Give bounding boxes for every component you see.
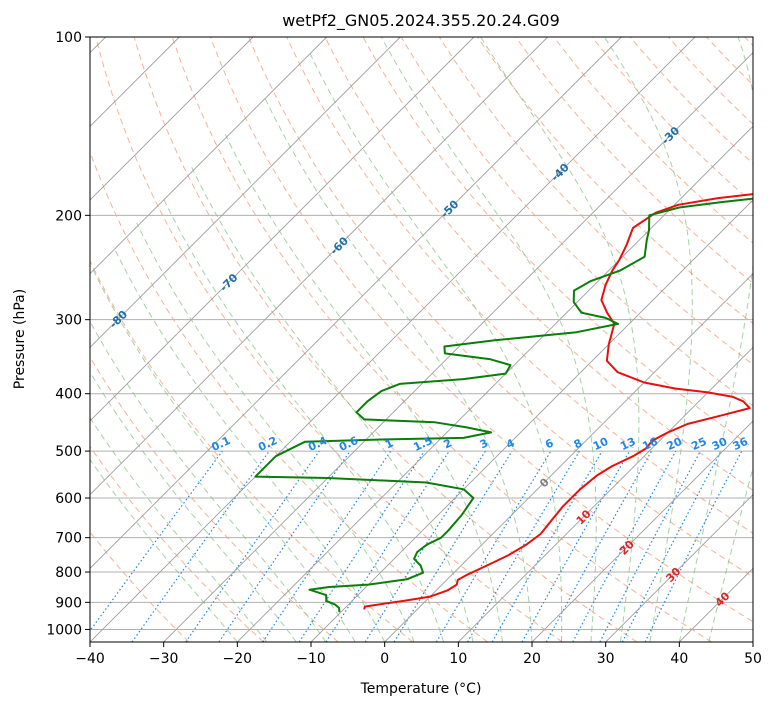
x-tick-label: 10 — [449, 651, 467, 667]
y-tick-label: 1000 — [46, 622, 82, 638]
mixing-ratio-line — [218, 450, 351, 642]
moist-adiabat-line — [90, 320, 327, 642]
y-tick-label: 500 — [55, 444, 82, 460]
moist-adiabat-line — [162, 196, 445, 642]
x-tick-label: 40 — [670, 651, 688, 667]
mixing-ratio-label: 36 — [731, 435, 751, 453]
isotherm-line — [90, 37, 401, 348]
mixing-ratio-label: 16 — [640, 435, 660, 453]
dry-adiabat-line — [324, 37, 753, 491]
moist-adiabat-line — [90, 458, 238, 642]
dry-adiabat-line — [248, 37, 753, 578]
isotherm-line — [90, 37, 622, 569]
x-tick-label: 50 — [744, 651, 762, 667]
y-tick-label: 300 — [55, 313, 82, 329]
mixing-ratio-line — [393, 450, 513, 642]
isotherm-line — [90, 37, 254, 201]
isotherm-lines — [90, 37, 753, 642]
x-tick-label: −10 — [296, 651, 326, 667]
moist-adiabat-line — [92, 268, 356, 642]
moist-adiabat-line — [708, 465, 753, 642]
dry-adiabat-line — [90, 445, 264, 642]
dry-adiabat-line — [515, 37, 753, 284]
isotherm-line — [531, 420, 753, 642]
chart-title: wetPf2_GN05.2024.355.20.24.G09 — [282, 11, 560, 31]
y-tick-label: 100 — [55, 30, 82, 46]
mixing-ratio-label: 10 — [591, 435, 611, 453]
isotherm-line — [458, 346, 753, 642]
x-tick-label: 20 — [523, 651, 541, 667]
isotherm-line — [310, 199, 753, 642]
moist-adiabats — [90, 37, 753, 642]
moist-adiabat-line — [263, 96, 533, 642]
x-tick-label: −20 — [223, 651, 253, 667]
x-axis-ticks: −40 −30 −20 −10 0 10 20 30 40 50 — [75, 642, 762, 667]
y-tick-label: 200 — [55, 208, 82, 224]
dry-adiabats — [90, 37, 753, 642]
dry-adiabat-line — [629, 37, 753, 165]
mixing-ratio-line — [185, 450, 320, 642]
y-axis-ticks: 100 200 300 400 500 600 700 800 900 1000 — [46, 30, 90, 638]
y-tick-label: 600 — [55, 491, 82, 507]
y-tick-label: 800 — [55, 565, 82, 581]
dry-adiabat-line — [591, 37, 753, 204]
x-tick-label: −40 — [75, 651, 105, 667]
mixing-ratio-lines — [90, 450, 743, 642]
mixing-ratio-label: 20 — [665, 435, 685, 453]
isotherm-line — [237, 125, 753, 642]
dry-adiabat-line — [90, 259, 414, 642]
dry-adiabat-line — [95, 37, 563, 642]
mixing-ratio-line — [521, 450, 631, 642]
mixing-ratio-line — [644, 450, 743, 642]
mixing-ratio-labels: 0.1 0.2 0.4 0.6 1 1.5 2 3 4 6 8 10 13 16 20 25 30 36 — [209, 434, 750, 454]
moist-adiabat-line — [678, 37, 753, 642]
dry-adiabat-line — [133, 37, 638, 642]
mixing-ratio-line — [325, 450, 450, 642]
x-tick-label: −30 — [149, 651, 179, 667]
moist-adiabat-line — [191, 167, 474, 642]
moist-adiabat-line — [603, 37, 693, 642]
moist-adiabat-line — [308, 51, 563, 642]
pressure-gridlines — [90, 36, 753, 630]
dry-adiabat-line — [171, 37, 712, 642]
moist-adiabat-line — [136, 222, 415, 642]
isotherm-line — [90, 37, 696, 642]
dry-adiabat-line — [210, 37, 753, 623]
isotherm-line — [90, 37, 548, 496]
plot-frame — [89, 36, 754, 643]
x-axis-label: Temperature (°C) — [360, 681, 482, 697]
mixing-ratio-line — [131, 450, 270, 642]
mixing-ratio-label: 25 — [689, 435, 708, 453]
sounding-profiles — [254, 193, 753, 613]
dry-adiabat-line — [477, 37, 753, 325]
isotherm-line — [605, 494, 753, 642]
mixing-ratio-line — [545, 450, 653, 642]
moist-adiabat-line — [224, 134, 503, 642]
x-tick-label: 30 — [597, 651, 615, 667]
y-tick-label: 400 — [55, 387, 82, 403]
y-tick-label: 700 — [55, 531, 82, 547]
mixing-ratio-line — [262, 450, 392, 642]
mixing-ratio-label: 13 — [618, 435, 637, 453]
temperature-profile — [363, 193, 753, 610]
y-tick-label: 900 — [55, 595, 82, 611]
dewpoint-profile — [254, 197, 753, 613]
moist-adiabat-line — [90, 416, 268, 642]
mixing-ratio-line — [572, 450, 677, 642]
isotherm-line — [384, 273, 753, 642]
dry-adiabat-line — [400, 37, 753, 407]
mixing-ratio-line — [298, 450, 425, 642]
mixing-ratio-label: 30 — [710, 435, 730, 453]
y-axis-label: Pressure (hPa) — [12, 289, 28, 389]
moist-adiabat-line — [380, 37, 597, 642]
moist-adiabat-line — [480, 37, 640, 642]
mixing-ratio-line — [90, 450, 223, 632]
x-tick-label: 0 — [380, 651, 389, 667]
isotherm-line — [90, 37, 327, 275]
isotherm-line — [90, 37, 475, 422]
isotherm-line — [163, 52, 753, 642]
